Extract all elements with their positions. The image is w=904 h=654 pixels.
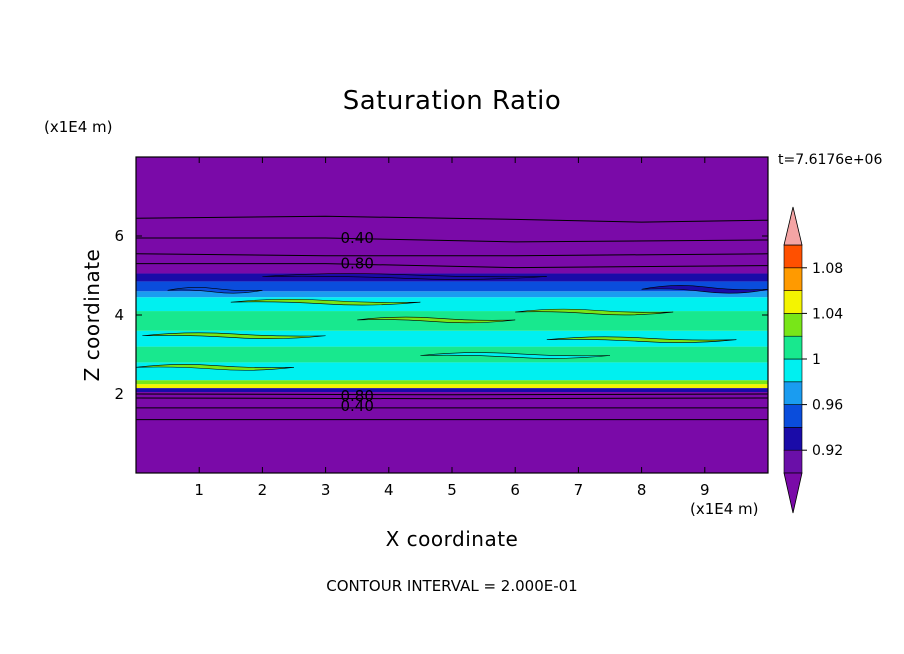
x-tick-label-3: 3	[321, 481, 331, 499]
contour-labels-layer: 0.400.800.800.40	[340, 229, 373, 415]
colorbar-segment-9	[783, 244, 803, 269]
colorbar: 0.92 0.96 1 1.04 1.08	[783, 206, 843, 514]
colorbar-label-3: 1.04	[812, 306, 843, 322]
contour-line-3	[136, 263, 769, 269]
contour-line-2	[135, 253, 769, 257]
fill-patch-2	[546, 336, 737, 343]
fill-patch-9	[262, 273, 547, 280]
fill-band-0	[136, 392, 768, 473]
colorbar-segment-7	[783, 290, 803, 314]
fill-band-4	[136, 362, 768, 381]
colorbar-segment-0	[783, 449, 803, 474]
fill-patch-4	[515, 308, 674, 316]
contour-label-1: 0.80	[340, 255, 373, 273]
colorbar-label-2: 1	[812, 352, 821, 368]
fill-patch-5	[135, 364, 295, 371]
fill-patch-1	[357, 316, 516, 324]
x-tick-label-5: 5	[447, 481, 457, 499]
colorbar-segment-2	[783, 404, 803, 428]
colorbar-segment-1	[783, 427, 803, 451]
fill-band-1	[136, 388, 768, 393]
x-tick-label-7: 7	[574, 481, 584, 499]
contour-line-1	[136, 237, 769, 243]
x-tick-label-1: 1	[194, 481, 204, 499]
fill-band-3	[136, 380, 768, 385]
x-axis-units: (x1E4 m)	[690, 500, 759, 518]
contour-line-4	[135, 393, 769, 396]
fill-band-10	[136, 281, 768, 292]
colorbar-segment-3	[783, 381, 803, 405]
y-axis-units: (x1E4 m)	[44, 118, 113, 136]
contour-lines-layer	[135, 215, 769, 421]
x-tick-label-9: 9	[700, 481, 710, 499]
colorbar-under-arrow	[783, 472, 803, 514]
chart-title: Saturation Ratio	[342, 86, 562, 116]
time-label: t=7.6176e+06	[778, 152, 883, 168]
contour-interval-note: CONTOUR INTERVAL = 2.000E-01	[326, 577, 578, 595]
colorbar-label-4: 1.08	[812, 261, 843, 277]
colorbar-label-0: 0.92	[812, 443, 843, 459]
y-tick-label-6: 6	[114, 227, 124, 245]
fill-band-8	[136, 297, 768, 312]
x-tick-label-8: 8	[637, 481, 647, 499]
x-axis-label: X coordinate	[385, 527, 519, 551]
fill-band-2	[136, 384, 768, 389]
colorbar-label-1: 0.96	[812, 398, 843, 414]
fill-patch-3	[230, 298, 421, 306]
contour-line-0	[135, 215, 769, 223]
fill-patch-7	[167, 287, 263, 294]
x-tick-label-2: 2	[258, 481, 268, 499]
plot-fill-layer	[135, 157, 769, 473]
x-tick-label-4: 4	[384, 481, 394, 499]
contour-label-2: 0.80	[340, 387, 373, 405]
y-tick-label-4: 4	[114, 306, 124, 324]
y-tick-label-2: 2	[114, 385, 124, 403]
fill-band-9	[136, 291, 768, 298]
colorbar-segment-5	[783, 335, 803, 360]
fill-patch-6	[420, 352, 611, 359]
x-tick-label-6: 6	[510, 481, 520, 499]
colorbar-segment-4	[783, 358, 803, 383]
fill-band-6	[136, 330, 768, 347]
fill-patch-0	[142, 332, 326, 339]
axis-ticks-layer: 1 2 3 4 5 6 7 8 9 2 4 6	[114, 157, 768, 499]
colorbar-segment-6	[783, 313, 803, 337]
colorbar-over-arrow	[783, 206, 803, 246]
colorbar-segment-8	[783, 267, 803, 291]
contour-label-0: 0.40	[340, 229, 373, 247]
contour-label-3: 0.40	[340, 397, 373, 415]
contour-line-5	[135, 397, 769, 400]
